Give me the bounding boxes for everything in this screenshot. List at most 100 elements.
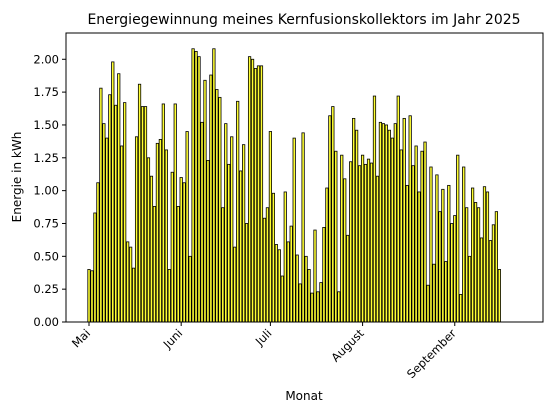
- bar-day-90: [352, 117, 356, 323]
- bar-day-3: [93, 212, 97, 323]
- bar-day-102: [387, 129, 391, 323]
- bar-day-133: [479, 237, 484, 323]
- bar-day-137: [491, 224, 496, 323]
- bar-day-16: [132, 267, 136, 323]
- bar-day-48: [227, 163, 231, 323]
- bar-day-22: [149, 175, 154, 323]
- bar-day-109: [408, 115, 412, 323]
- bar-day-17: [134, 136, 139, 323]
- bar-day-84: [334, 150, 338, 323]
- bar-day-77: [313, 229, 317, 323]
- bar-day-88: [346, 234, 350, 323]
- y-axis-label: Energie in kWh: [10, 132, 24, 223]
- bar-day-15: [129, 246, 133, 323]
- bar-day-11: [117, 73, 121, 323]
- bar-day-67: [283, 191, 287, 323]
- bar-day-76: [310, 292, 314, 323]
- bar-day-25: [158, 138, 162, 323]
- bar-day-134: [482, 186, 487, 323]
- bar-day-79: [319, 282, 323, 323]
- bar-day-127: [462, 166, 466, 323]
- bar-day-4: [96, 182, 100, 323]
- bar-day-47: [224, 123, 228, 323]
- bar-day-124: [453, 215, 457, 323]
- bar-day-43: [212, 48, 216, 323]
- bar-day-27: [164, 149, 168, 323]
- y-tick-label: 1.75: [33, 85, 59, 99]
- bar-day-87: [343, 178, 347, 323]
- bar-day-31: [176, 205, 180, 323]
- bar-day-33: [182, 182, 186, 323]
- bar-day-8: [108, 94, 112, 323]
- bar-day-63: [271, 192, 275, 323]
- bar-day-123: [450, 223, 454, 323]
- bar-day-12: [120, 145, 124, 323]
- bar-day-18: [137, 83, 142, 323]
- bar-day-103: [390, 137, 394, 323]
- bar-day-74: [304, 255, 308, 323]
- bar-day-132: [476, 207, 481, 323]
- bar-day-70: [292, 137, 296, 323]
- bar-day-126: [459, 294, 463, 323]
- bar-day-119: [438, 211, 442, 323]
- bar-day-89: [349, 161, 353, 323]
- bar-day-139: [497, 269, 501, 323]
- bar-day-66: [280, 275, 284, 323]
- bar-day-49: [230, 136, 234, 323]
- bar-day-44: [215, 89, 219, 323]
- bar-day-26: [161, 103, 165, 323]
- x-axis-label: Monat: [285, 389, 323, 403]
- bar-day-21: [146, 157, 151, 323]
- bar-day-75: [307, 269, 311, 323]
- bar-day-68: [286, 241, 290, 323]
- bar-day-30: [173, 103, 177, 323]
- bar-day-101: [384, 124, 388, 323]
- y-tick-label: 1.50: [33, 118, 59, 132]
- bar-day-1: [87, 269, 91, 323]
- bar-day-69: [289, 225, 293, 323]
- bar-day-50: [233, 246, 237, 323]
- bar-day-35: [188, 255, 192, 323]
- bar-day-45: [218, 96, 222, 323]
- y-tick-label: 0.25: [33, 282, 59, 296]
- bar-day-105: [396, 95, 400, 323]
- bar-day-130: [471, 187, 475, 323]
- bar-day-107: [402, 117, 406, 323]
- bar-day-136: [488, 240, 493, 323]
- bar-day-95: [366, 158, 371, 323]
- bar-day-46: [221, 207, 225, 323]
- bar-day-13: [123, 102, 127, 323]
- bar-day-72: [298, 283, 302, 323]
- bar-day-61: [265, 207, 270, 323]
- bar-day-108: [405, 184, 409, 323]
- bar-day-99: [378, 121, 383, 323]
- bar-day-38: [197, 56, 201, 323]
- bar-day-60: [262, 217, 267, 323]
- bar-day-51: [236, 100, 240, 323]
- bar-day-104: [393, 123, 397, 323]
- chart-title: Energiegewinnung meines Kernfusionskolle…: [87, 12, 520, 28]
- bar-day-96: [369, 162, 374, 323]
- bar-day-20: [143, 106, 148, 323]
- bar-day-93: [360, 154, 365, 323]
- bar-day-71: [295, 254, 299, 323]
- bar-day-112: [417, 191, 421, 323]
- y-tick-label: 2.00: [33, 52, 59, 66]
- bar-day-117: [432, 263, 436, 323]
- bar-day-97: [372, 95, 377, 323]
- bar-day-52: [239, 170, 243, 323]
- bar-day-138: [494, 211, 499, 323]
- bar-day-111: [414, 145, 418, 323]
- bar-day-128: [465, 207, 469, 323]
- bar-day-106: [399, 149, 403, 323]
- bar-day-37: [194, 50, 198, 323]
- bar-day-82: [328, 115, 332, 323]
- bar-day-135: [485, 191, 490, 323]
- bar-day-65: [277, 249, 281, 323]
- bar-day-121: [444, 261, 448, 323]
- bar-day-29: [170, 171, 174, 323]
- y-axis: 0.00 0.25 0.50 0.75 1.00 1.25 1.50 1.75 2.00: [33, 52, 66, 329]
- y-tick-label: 1.25: [33, 151, 59, 165]
- bar-day-5: [99, 87, 103, 323]
